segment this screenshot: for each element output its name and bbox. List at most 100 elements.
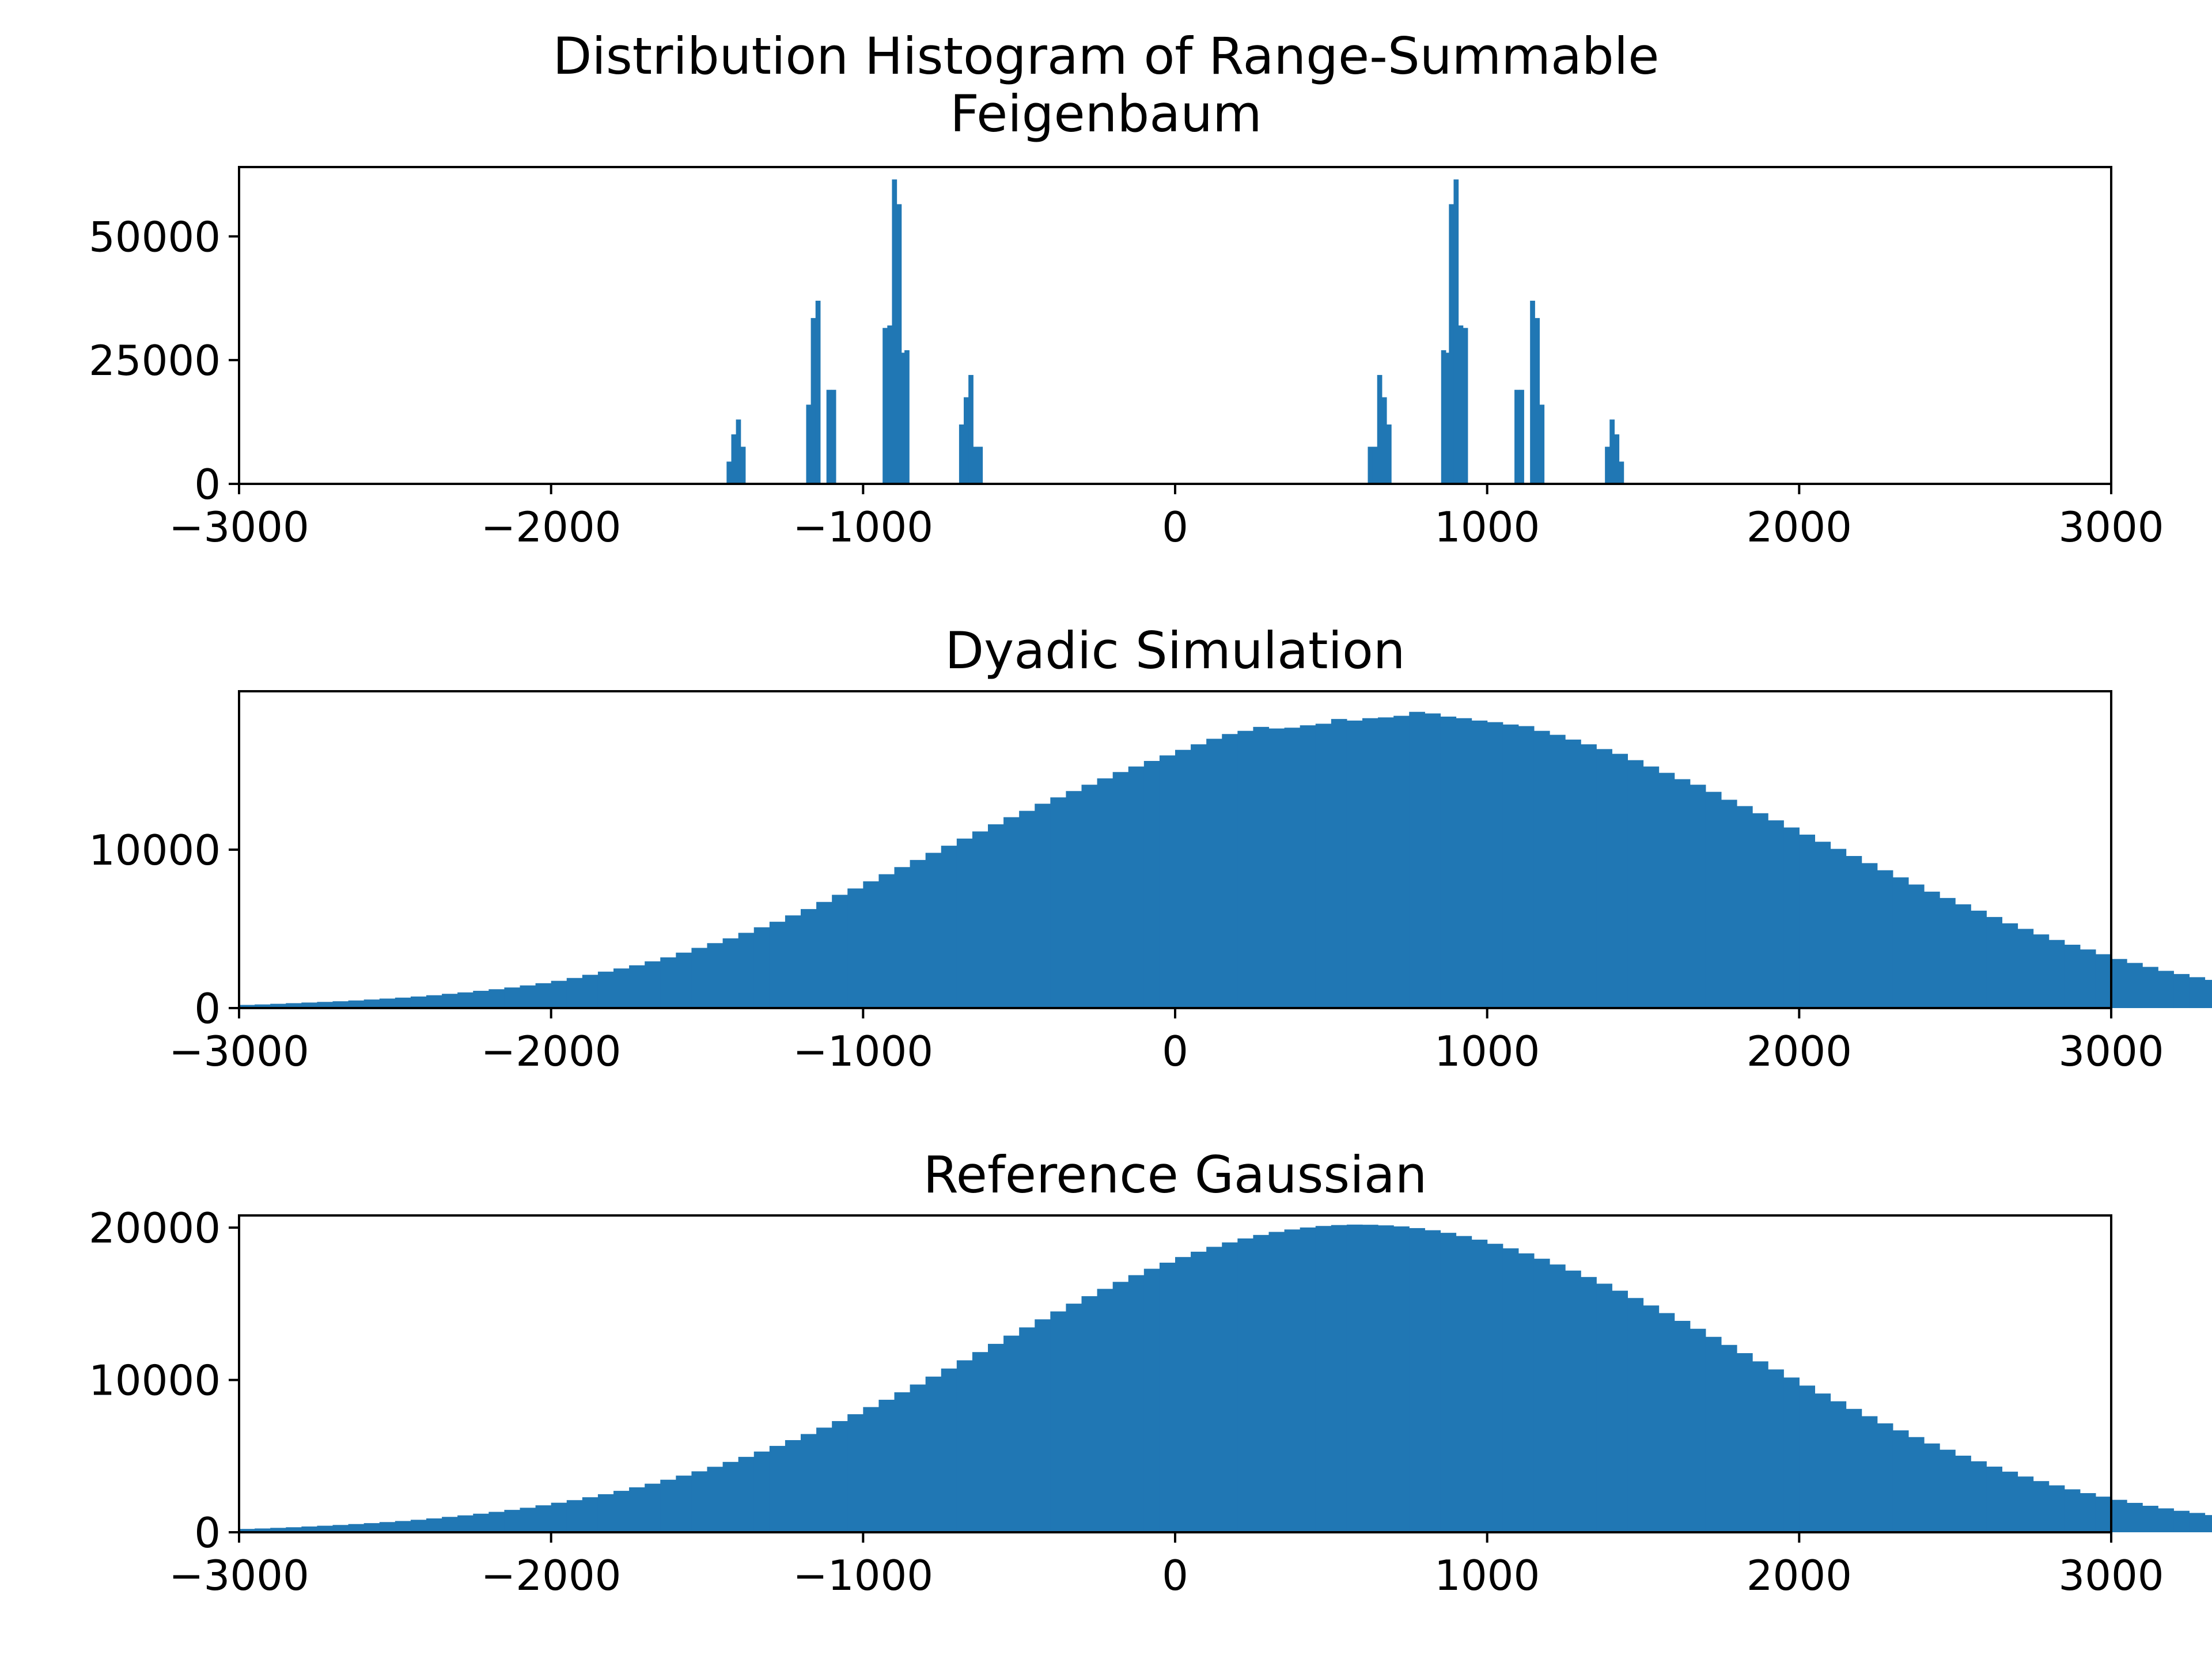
histogram-bar [1315,1226,1332,1532]
histogram-bar [1502,724,1519,1008]
histogram-bar [2127,963,2143,1009]
histogram-bar [1253,1234,1270,1532]
histogram-bar [956,1360,973,1532]
histogram-bar [740,446,746,484]
histogram-bar [1487,722,1503,1009]
histogram-bar [1449,204,1455,484]
histogram-bar [520,1508,536,1532]
histogram-bar [1627,760,1644,1009]
histogram-bar [1128,766,1145,1009]
histogram-bar [1627,1298,1644,1532]
histogram-bar [1612,753,1628,1009]
x-tick-label: −3000 [169,1551,309,1600]
histogram-bar [1377,374,1382,484]
histogram-bar [722,1461,739,1532]
histogram-bar [1453,179,1459,484]
histogram-bar [1097,778,1113,1008]
histogram-bar [1674,779,1691,1009]
histogram-bar [317,1525,334,1532]
histogram-bar [731,434,737,484]
histogram-bar [956,838,973,1008]
histogram-bar [738,933,755,1009]
panel-title: Dyadic Simulation [945,621,1405,680]
x-tick-label: 2000 [1747,1027,1852,1075]
histogram-bar [255,1528,271,1532]
histogram-bar [1752,1361,1768,1532]
histogram-bar [1409,711,1425,1008]
y-tick-label: 25000 [89,336,221,385]
histogram-bar [2205,1515,2212,1532]
histogram-bar [1471,1240,1488,1532]
histogram-bar [801,1434,817,1532]
histogram-bar [972,831,988,1009]
histogram-bar [1237,730,1254,1008]
histogram-bar [379,998,396,1008]
histogram-bar [1003,1335,1020,1532]
histogram-bar [1081,1296,1098,1532]
histogram-bar [1614,434,1620,484]
histogram-bar [1752,813,1768,1008]
chart-panel-1: −3000 −2000 −1000 0 1000 2000 3000 0 25000 50000 [89,166,2164,551]
histogram-bar [1393,1226,1410,1532]
histogram-bar [691,1471,708,1532]
x-tick-label: 3000 [2058,503,2164,551]
histogram-bar [1514,389,1520,484]
histogram-bar [753,927,770,1008]
histogram-bar [1050,1311,1067,1532]
histogram-bar [1362,1225,1378,1532]
histogram-bar [1066,791,1082,1008]
histogram-bar [863,1407,880,1532]
histogram-bar [1877,870,1893,1008]
histogram-bar [1386,424,1392,484]
histogram-bar [941,1368,957,1532]
histogram-bar [535,983,552,1008]
figure-title-line2: Feigenbaum [950,84,1262,143]
histogram-bar [1003,817,1020,1009]
histogram-bar [551,1502,567,1532]
histogram-bar [878,1399,895,1532]
histogram-bar [1658,772,1675,1009]
histogram-bar [1175,1257,1191,1532]
histogram-bar [1222,1242,1238,1532]
histogram-bar [1799,1385,1816,1532]
histogram-bar [904,350,910,484]
histogram-bar [1861,863,1878,1009]
histogram-bar [1924,891,1940,1009]
histogram-bar [488,1512,505,1532]
histogram-bar [1955,904,1971,1009]
y-tick-label: 10000 [89,1357,221,1405]
histogram-bar [504,1510,521,1532]
histogram-bar [831,389,836,484]
histogram-bar [1346,1224,1363,1532]
histogram-bar [676,1475,692,1532]
histogram-bar [442,1517,458,1532]
histogram-bar [1768,1369,1784,1532]
x-tick-label: 2000 [1747,503,1852,551]
histogram-bar [722,938,739,1008]
histogram-bar [1425,1230,1441,1532]
x-tick-label: 0 [1162,1551,1188,1600]
histogram-bar [1940,897,1956,1009]
histogram-bar [1346,720,1363,1009]
histogram-bar [978,446,983,484]
histogram-bar [1456,718,1472,1008]
histogram-bar [972,1352,988,1532]
histogram-bar [726,461,732,484]
histogram-bar [270,1528,286,1532]
y-tick-label: 0 [194,984,221,1033]
histogram-bar [535,1505,552,1532]
histogram-bar [878,874,895,1009]
histogram-bar [1830,849,1847,1009]
histogram-bar [1908,1437,1925,1532]
histogram-bar [1425,713,1441,1008]
histogram-bar [1892,877,1909,1009]
histogram-bar [1378,717,1394,1009]
x-tick-label: −3000 [169,1027,309,1075]
histogram-bar [379,1522,396,1532]
histogram-bar [964,397,969,484]
histogram-bar [1019,1327,1035,1532]
histogram-bar [2127,1502,2143,1532]
histogram-bar [2064,1489,2081,1532]
histogram-bar [769,922,786,1009]
histogram-bar [2048,1485,2065,1532]
